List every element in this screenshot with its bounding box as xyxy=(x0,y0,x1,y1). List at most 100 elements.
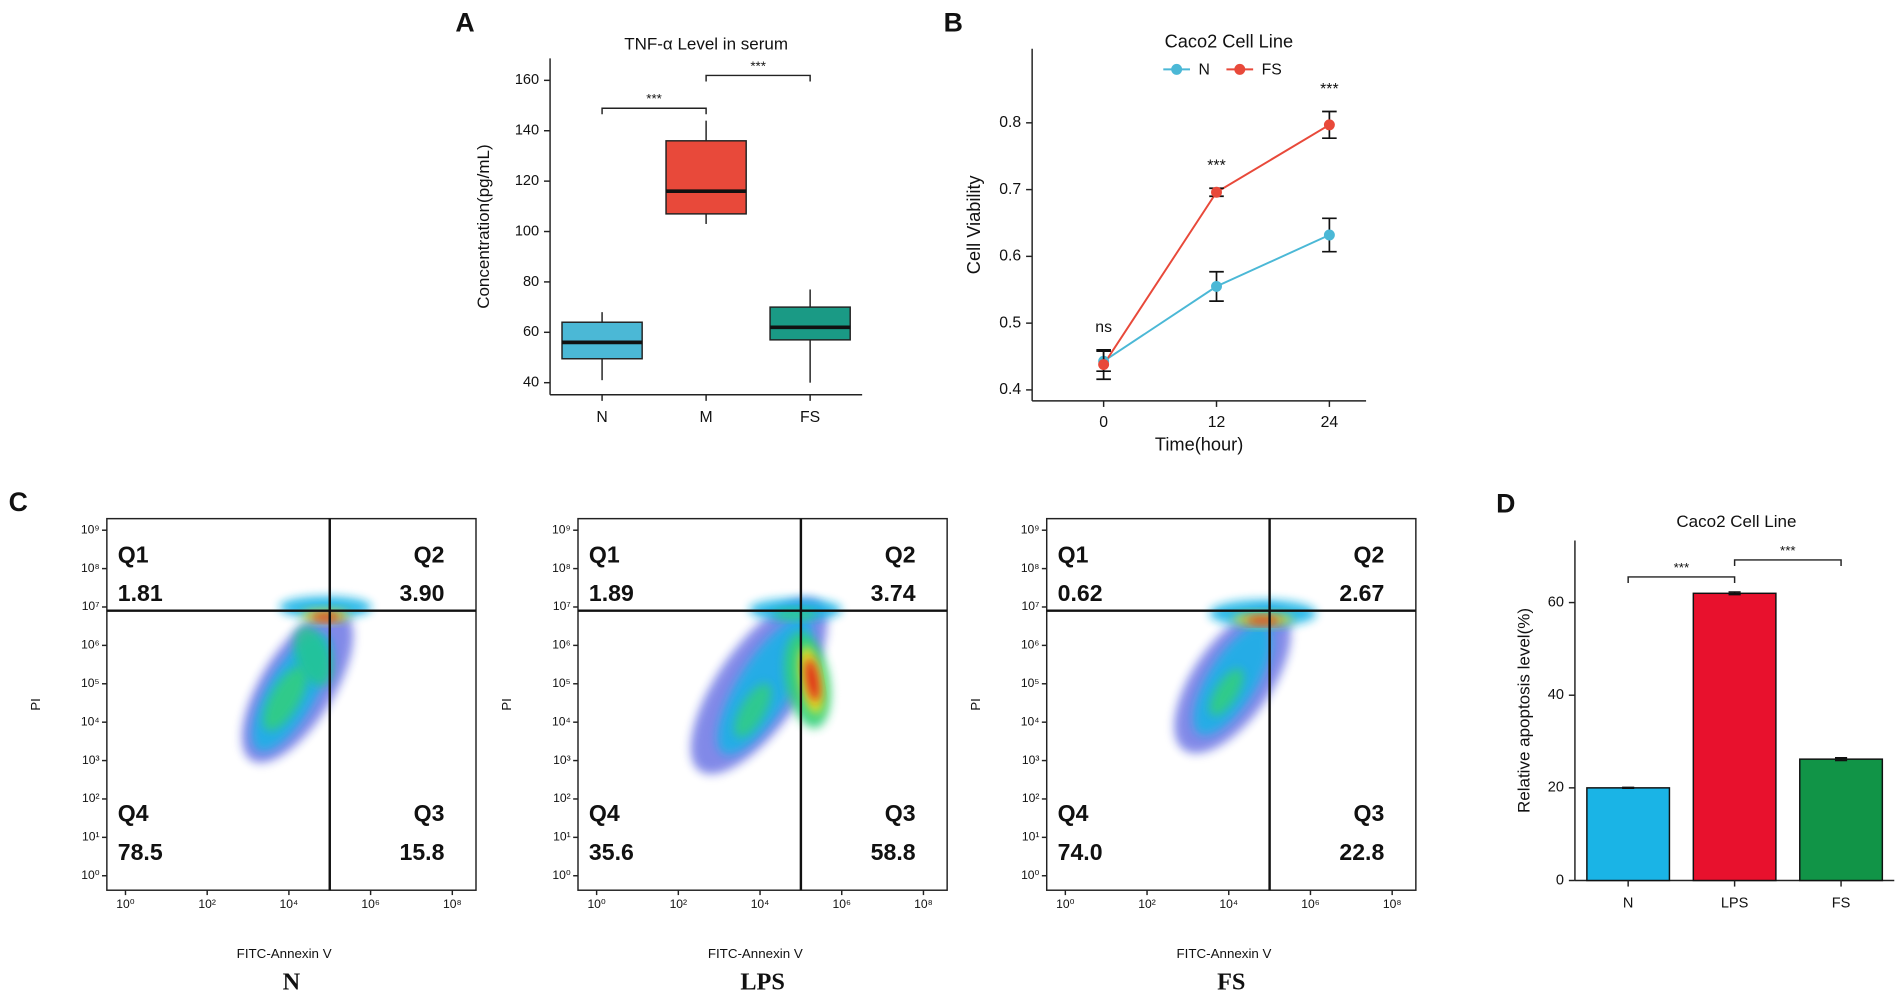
y-tick-label: 10⁰ xyxy=(81,868,99,882)
y-tick-label: 10⁵ xyxy=(81,676,100,690)
x-axis-label: FITC-Annexin V xyxy=(708,946,803,961)
y-tick-label: 60 xyxy=(1548,594,1564,610)
panel-letter: A xyxy=(455,7,474,37)
x-tick-label: 24 xyxy=(1321,414,1339,431)
plot-frame xyxy=(106,517,477,891)
x-tick-label: FS xyxy=(800,409,820,426)
quadrant-name: Q1 xyxy=(118,541,149,567)
chart-title: TNF-α Level in serum xyxy=(624,35,788,54)
x-tick-label: 10⁴ xyxy=(280,897,299,911)
significance-bracket xyxy=(1627,576,1736,583)
error-bar xyxy=(1622,786,1635,790)
y-tick-label: 10³ xyxy=(82,753,100,767)
x-tick-label: M xyxy=(700,409,713,426)
quadrant-value: 15.8 xyxy=(400,839,445,865)
y-tick-label: 10⁶ xyxy=(81,638,99,652)
y-tick-label: 10⁸ xyxy=(1021,561,1040,575)
quadrant-name: Q4 xyxy=(118,800,149,826)
x-tick-label: 10⁸ xyxy=(1383,897,1402,911)
x-tick-label: 10⁶ xyxy=(1301,897,1319,911)
point xyxy=(1211,280,1222,292)
quadrant-name: Q1 xyxy=(1058,541,1089,567)
x-tick-label: 12 xyxy=(1208,414,1226,431)
significance-label: *** xyxy=(750,58,766,73)
y-tick-label: 0 xyxy=(1556,872,1564,888)
point xyxy=(1211,186,1222,198)
y-tick-label: 120 xyxy=(515,173,539,189)
y-tick-label: 10⁴ xyxy=(81,714,100,728)
significance-label: *** xyxy=(1674,560,1690,575)
y-tick-label: 10¹ xyxy=(553,830,571,844)
chart-title: Caco2 Cell Line xyxy=(1165,31,1294,51)
quadrant-value: 22.8 xyxy=(1339,839,1384,865)
plot-frame xyxy=(1045,517,1417,891)
quadrant-name: Q4 xyxy=(589,800,620,826)
y-tick-label: 10² xyxy=(82,791,100,805)
y-tick-label: 0.7 xyxy=(999,181,1021,198)
box xyxy=(665,140,747,215)
bar xyxy=(1586,787,1671,882)
y-tick-label: 10¹ xyxy=(1022,830,1040,844)
y-tick-label: 10² xyxy=(1022,791,1040,805)
x-tick-label: FS xyxy=(1832,895,1851,911)
plot-frame xyxy=(577,517,948,891)
y-tick-label: 10¹ xyxy=(82,830,100,844)
density-cloud xyxy=(734,683,772,738)
legend-marker xyxy=(1234,63,1246,75)
significance-bracket xyxy=(601,107,707,115)
panel-letter: B xyxy=(944,7,963,37)
significance-label: *** xyxy=(646,91,662,106)
quadrant-value: 3.90 xyxy=(400,580,445,606)
bar xyxy=(1799,758,1884,882)
y-tick-label: 10⁸ xyxy=(552,561,571,575)
y-axis-label: PI xyxy=(968,698,983,711)
box xyxy=(561,321,643,360)
x-tick-label: 10² xyxy=(1138,897,1156,911)
x-axis-label: Time(hour) xyxy=(1155,435,1243,455)
y-axis-label: PI xyxy=(499,698,514,711)
quadrant-name: Q2 xyxy=(414,541,445,567)
bar xyxy=(1692,592,1777,882)
error-bar xyxy=(1728,591,1741,596)
x-tick-label: 10⁰ xyxy=(587,897,605,911)
x-axis-label: FITC-Annexin V xyxy=(237,946,332,961)
quadrant-name: Q2 xyxy=(885,541,916,567)
y-tick-label: 100 xyxy=(515,223,539,239)
x-tick-label: N xyxy=(1623,895,1634,911)
y-tick-label: 10⁹ xyxy=(1021,522,1040,536)
legend-marker xyxy=(1171,63,1183,75)
x-tick-label: LPS xyxy=(1721,895,1749,911)
quadrant-name: Q2 xyxy=(1354,541,1385,567)
y-tick-label: 10⁷ xyxy=(553,599,571,613)
quadrant-value: 0.62 xyxy=(1058,580,1103,606)
x-tick-label: N xyxy=(596,409,607,426)
error-bar xyxy=(1834,757,1848,762)
y-tick-label: 10² xyxy=(553,791,571,805)
y-tick-label: 160 xyxy=(515,72,539,88)
x-tick-label: 10⁰ xyxy=(116,897,134,911)
x-tick-label: 10⁴ xyxy=(1219,897,1238,911)
y-tick-label: 0.4 xyxy=(999,381,1021,398)
x-tick-label: 10⁸ xyxy=(914,897,933,911)
point-label: *** xyxy=(1207,158,1225,175)
chart-title: FS xyxy=(1217,968,1245,995)
y-axis-label: Relative apoptosis level(%) xyxy=(1515,608,1534,813)
legend-label: N xyxy=(1199,62,1210,79)
y-tick-label: 40 xyxy=(1548,687,1564,703)
quadrant-value: 74.0 xyxy=(1058,839,1103,865)
density-cloud xyxy=(805,658,820,702)
x-tick-label: 10⁸ xyxy=(443,897,462,911)
significance-bracket xyxy=(705,74,811,82)
chart-title: LPS xyxy=(740,968,785,995)
x-axis-label: FITC-Annexin V xyxy=(1177,946,1272,961)
y-tick-label: 20 xyxy=(1548,780,1564,796)
y-tick-label: 10⁷ xyxy=(82,599,100,613)
point xyxy=(1323,229,1335,241)
y-tick-label: 10³ xyxy=(1022,753,1040,767)
panel-letter: C xyxy=(9,487,28,517)
quadrant-name: Q3 xyxy=(885,800,916,826)
panel-letter: D xyxy=(1496,488,1515,518)
y-tick-label: 0.8 xyxy=(999,114,1021,131)
x-tick-label: 10⁶ xyxy=(361,897,379,911)
